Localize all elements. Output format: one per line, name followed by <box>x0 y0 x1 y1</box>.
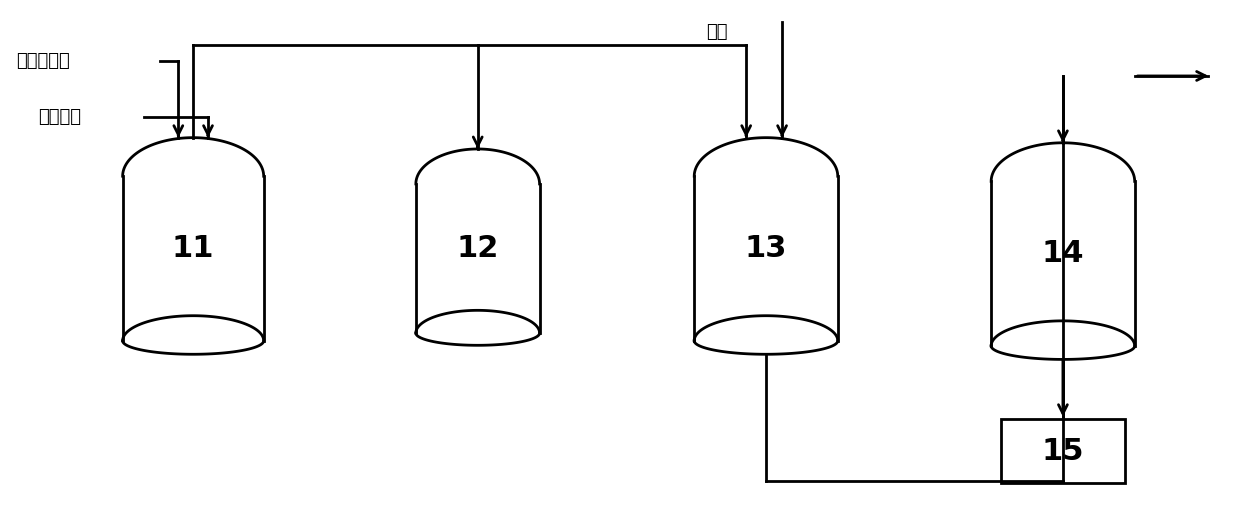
Text: 对苯二胺: 对苯二胺 <box>38 108 82 126</box>
Text: 14: 14 <box>1042 239 1084 268</box>
Text: 11: 11 <box>172 234 215 263</box>
Text: 甲基乙基酮: 甲基乙基酮 <box>16 52 69 69</box>
Bar <box>1001 419 1125 483</box>
Text: 12: 12 <box>456 234 498 263</box>
Text: 13: 13 <box>745 234 787 263</box>
Text: 氢气: 氢气 <box>707 23 728 41</box>
Text: 15: 15 <box>1042 437 1084 466</box>
